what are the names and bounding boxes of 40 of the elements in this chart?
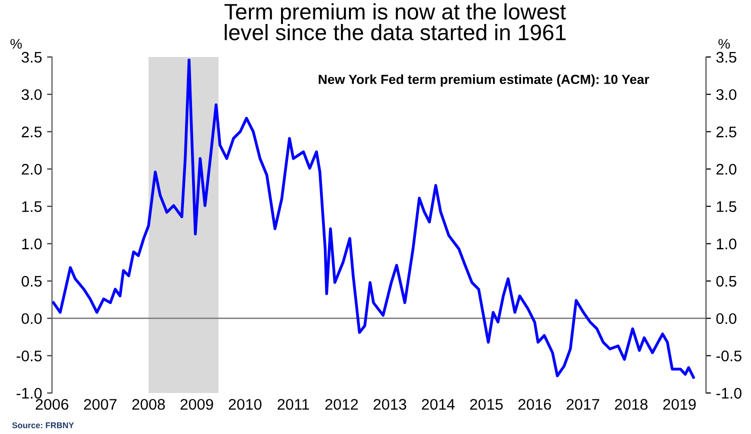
y2-tick-label: -1.0 <box>716 388 742 399</box>
y-tick-label: 0.5 <box>22 276 42 287</box>
x-tick-label: 2013 <box>374 398 406 410</box>
y2-tick-label: 1.5 <box>716 201 736 212</box>
x-tick-label: 2012 <box>325 398 358 410</box>
x-tick-label: 2019 <box>663 398 696 410</box>
y2-tick-label: 3.5 <box>716 52 736 63</box>
y2-tick-label: -0.5 <box>716 350 742 362</box>
y-tick-label: 0.0 <box>22 313 42 324</box>
text: New York Fed term premium estimate (ACM): 10 Year <box>318 74 650 87</box>
x-tick-label: 2018 <box>614 398 648 410</box>
x-tick-label: 2008 <box>132 398 165 410</box>
chart-title: Term premium is now at the lowest level since the data started in 1961 <box>224 3 566 40</box>
y2-tick-label: 2.5 <box>716 126 736 138</box>
y-tick-label: 3.0 <box>22 89 42 100</box>
y-tick-label: 3.5 <box>22 52 42 63</box>
x-tick-label: 2017 <box>566 398 600 410</box>
y2-tick-label: 1.0 <box>716 238 736 250</box>
x-tick-label: 2014 <box>422 398 455 410</box>
y2-tick-label: 3.0 <box>716 89 736 100</box>
x-tick-label: 2006 <box>36 398 68 410</box>
x-tick-label: 2010 <box>228 398 262 410</box>
y-tick-label: 2.5 <box>22 126 42 138</box>
x-tick-label: 2016 <box>518 398 551 410</box>
y-tick-label: 1.0 <box>22 238 42 250</box>
source-note: Source: FRBNY <box>12 422 74 428</box>
y-tick-label: -0.5 <box>16 350 42 362</box>
x-tick-label: 2007 <box>84 398 116 410</box>
x-tick-label: 2011 <box>278 398 310 410</box>
y-tick-label: -1.0 <box>16 388 42 399</box>
y-axis-title: % <box>10 38 22 49</box>
y-tick-label: 1.5 <box>22 201 42 212</box>
y2-tick-label: 0.0 <box>716 313 736 324</box>
line-series <box>52 58 695 379</box>
y2-tick-label: 0.5 <box>716 276 736 287</box>
y2-axis-title: % <box>718 38 730 49</box>
y2-tick-label: 2.0 <box>716 164 736 175</box>
y-tick-label: 2.0 <box>22 164 42 175</box>
x-tick-label: 2015 <box>470 398 503 410</box>
x-tick-label: 2009 <box>180 398 214 410</box>
